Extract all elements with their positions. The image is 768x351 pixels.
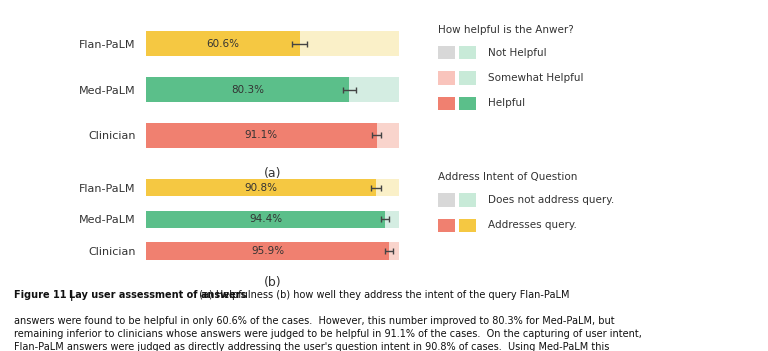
Text: 60.6%: 60.6% xyxy=(207,39,239,49)
Text: 80.3%: 80.3% xyxy=(231,85,264,94)
Text: (b): (b) xyxy=(264,276,281,289)
Text: 95.9%: 95.9% xyxy=(251,246,284,256)
Bar xyxy=(146,122,377,148)
Bar xyxy=(146,77,399,102)
Text: Figure 11 |: Figure 11 | xyxy=(14,290,77,300)
Bar xyxy=(146,211,399,228)
Text: Helpful: Helpful xyxy=(488,98,525,108)
Text: 90.8%: 90.8% xyxy=(244,183,277,193)
Bar xyxy=(146,31,300,57)
Text: Address Intent of Question: Address Intent of Question xyxy=(438,172,577,182)
Text: (a): (a) xyxy=(264,167,281,180)
Text: Lay user assessment of answers: Lay user assessment of answers xyxy=(69,290,247,299)
Bar xyxy=(146,31,399,57)
Bar xyxy=(146,122,399,148)
Bar xyxy=(146,242,399,260)
Text: Not Helpful: Not Helpful xyxy=(488,48,547,58)
Bar xyxy=(146,179,376,197)
Text: Does not address query.: Does not address query. xyxy=(488,195,614,205)
Text: 91.1%: 91.1% xyxy=(245,130,278,140)
Text: Addresses query.: Addresses query. xyxy=(488,220,578,230)
Text: Somewhat Helpful: Somewhat Helpful xyxy=(488,73,584,83)
Text: 94.4%: 94.4% xyxy=(249,214,282,224)
Bar xyxy=(146,77,349,102)
Text: answers were found to be helpful in only 60.6% of the cases.  However, this numb: answers were found to be helpful in only… xyxy=(14,316,642,351)
Text: How helpful is the Anwer?: How helpful is the Anwer? xyxy=(438,25,574,34)
Bar xyxy=(146,242,389,260)
Text: (a) Helpfulness (b) how well they address the intent of the query Flan-PaLM: (a) Helpfulness (b) how well they addres… xyxy=(196,290,569,299)
Bar xyxy=(146,211,386,228)
Bar xyxy=(146,179,399,197)
